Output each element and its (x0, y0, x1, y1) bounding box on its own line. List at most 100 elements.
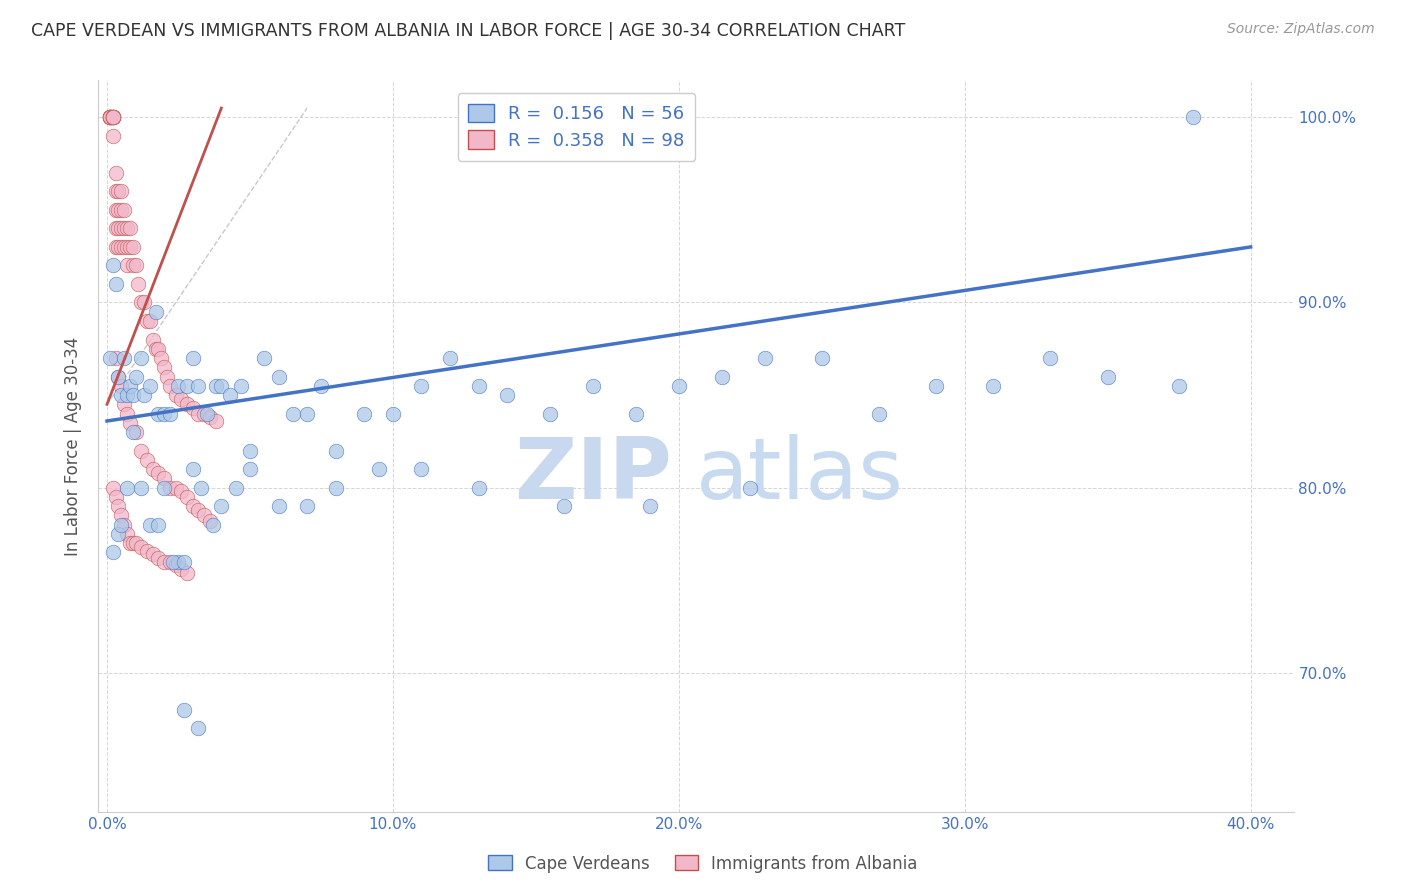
Point (198, 410, 221, 425)
Point (411, 462, 433, 476)
Point (112, 351, 135, 365)
Point (367, 462, 389, 476)
Point (187, 407, 209, 421)
Point (110, 388, 132, 402)
Point (173, 703, 195, 717)
Y-axis label: In Labor Force | Age 30-34: In Labor Force | Age 30-34 (65, 336, 83, 556)
Point (1168, 379, 1191, 393)
Point (139, 314, 162, 328)
Point (101, 111, 124, 125)
Point (170, 392, 193, 406)
Point (868, 407, 890, 421)
Point (121, 259, 143, 273)
Point (124, 259, 146, 273)
Point (110, 517, 132, 532)
Point (153, 481, 176, 495)
Point (110, 240, 132, 254)
Point (411, 379, 433, 393)
Point (281, 407, 304, 421)
Point (142, 547, 165, 561)
Point (134, 388, 156, 402)
Point (353, 407, 375, 421)
Point (162, 555, 184, 569)
Point (810, 351, 832, 365)
Point (239, 462, 262, 476)
Point (112, 240, 135, 254)
Point (159, 379, 181, 393)
Point (136, 453, 159, 467)
Point (439, 351, 461, 365)
Point (101, 111, 124, 125)
Point (156, 369, 179, 384)
Point (101, 111, 124, 125)
Point (176, 490, 198, 504)
Point (198, 514, 221, 528)
Point (153, 407, 176, 421)
Point (101, 481, 124, 495)
Point (467, 379, 489, 393)
Point (115, 388, 138, 402)
Point (981, 379, 1004, 393)
Point (124, 536, 146, 550)
Point (136, 314, 159, 328)
Point (124, 369, 146, 384)
Point (107, 369, 129, 384)
Point (190, 481, 212, 495)
Point (101, 128, 124, 143)
Point (668, 379, 690, 393)
Point (538, 407, 561, 421)
Point (98, 111, 121, 125)
Point (165, 481, 187, 495)
Point (131, 443, 153, 458)
Point (325, 443, 347, 458)
Point (204, 379, 226, 393)
Point (181, 462, 204, 476)
Point (148, 551, 170, 566)
Point (136, 543, 159, 558)
Point (201, 517, 224, 532)
Point (115, 240, 138, 254)
Point (101, 111, 124, 125)
Point (98, 111, 121, 125)
Point (112, 202, 135, 217)
Point (295, 499, 318, 513)
Point (467, 481, 489, 495)
Point (159, 407, 181, 421)
Point (104, 277, 127, 291)
Point (153, 555, 176, 569)
Point (181, 499, 204, 513)
Point (121, 536, 143, 550)
Point (98, 111, 121, 125)
Point (101, 259, 124, 273)
Point (181, 351, 204, 365)
Point (115, 527, 138, 541)
Point (107, 185, 129, 199)
Point (115, 221, 138, 235)
Point (98, 111, 121, 125)
Point (104, 351, 127, 365)
Point (110, 379, 132, 393)
Point (118, 416, 141, 430)
Point (118, 379, 141, 393)
Point (181, 401, 204, 415)
Point (98, 111, 121, 125)
Point (187, 379, 209, 393)
Point (104, 221, 127, 235)
Point (159, 555, 181, 569)
Point (638, 499, 661, 513)
Point (311, 379, 333, 393)
Text: Source: ZipAtlas.com: Source: ZipAtlas.com (1227, 22, 1375, 37)
Point (104, 240, 127, 254)
Point (110, 185, 132, 199)
Point (381, 407, 404, 421)
Point (98, 111, 121, 125)
Point (165, 558, 187, 573)
Point (118, 221, 141, 235)
Point (110, 202, 132, 217)
Point (204, 414, 226, 428)
Point (925, 379, 948, 393)
Point (148, 407, 170, 421)
Point (148, 466, 170, 480)
Point (104, 202, 127, 217)
Point (131, 481, 153, 495)
